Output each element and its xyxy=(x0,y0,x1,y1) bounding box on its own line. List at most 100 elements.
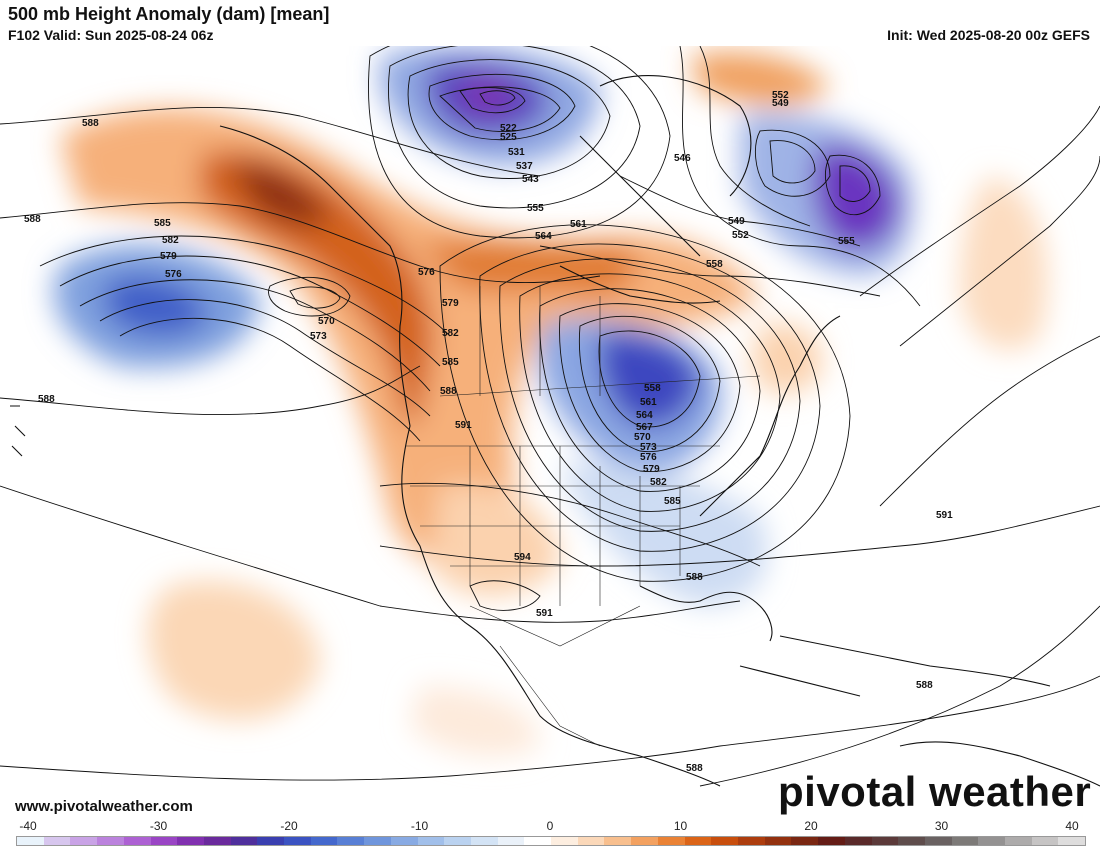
colorbar-swatch xyxy=(497,837,525,845)
colorbar-swatch xyxy=(924,837,952,845)
colorbar-swatch xyxy=(123,837,151,845)
contour-label: 570 xyxy=(318,316,335,327)
colorbar-swatch xyxy=(310,837,338,845)
contour-label: 576 xyxy=(418,267,435,278)
height-contours xyxy=(0,46,1100,787)
colorbar-swatch xyxy=(764,837,792,845)
colorbar-swatch xyxy=(737,837,765,845)
colorbar-swatch xyxy=(257,837,285,845)
colorbar-swatch xyxy=(150,837,178,845)
height-anomaly-map: 588 588 588 585 582 579 576 570 573 576 … xyxy=(0,46,1100,818)
colorbar-swatch xyxy=(818,837,845,845)
contour-label: 561 xyxy=(640,397,657,408)
colorbar-swatch xyxy=(604,837,632,845)
colorbar-swatch xyxy=(577,837,605,845)
colorbar-tick-label: 20 xyxy=(804,819,818,833)
colorbar-swatch xyxy=(17,837,44,845)
contour-label: 579 xyxy=(643,464,660,475)
coastlines xyxy=(10,75,1100,787)
contour-label: 558 xyxy=(706,259,723,270)
colorbar-swatch xyxy=(898,837,925,845)
colorbar-swatch xyxy=(177,837,204,845)
contour-label: 573 xyxy=(310,331,327,342)
colorbar-swatch xyxy=(444,837,471,845)
contour-label: 564 xyxy=(535,231,552,242)
colorbar-tick-label: 40 xyxy=(1065,819,1079,833)
colorbar-tick-label: -10 xyxy=(410,819,429,833)
colorbar-tick-label: 10 xyxy=(673,819,688,833)
colorbar-tick-label: 30 xyxy=(934,819,949,833)
colorbar-swatch xyxy=(390,837,418,845)
contour-label: 585 xyxy=(442,357,459,368)
contour-label-layer: 588 588 588 585 582 579 576 570 573 576 … xyxy=(24,90,953,774)
colorbar-tick-label: -20 xyxy=(280,819,298,833)
contour-label: 585 xyxy=(154,218,171,229)
contour-label: 555 xyxy=(838,236,855,247)
contour-label: 522 xyxy=(500,123,517,134)
contour-label: 555 xyxy=(527,203,544,214)
contour-label: 579 xyxy=(442,298,459,309)
contour-label: 582 xyxy=(442,328,459,339)
contour-label: 531 xyxy=(508,147,525,158)
contour-label: 588 xyxy=(38,394,55,405)
contour-label: 582 xyxy=(162,235,179,246)
colorbar-tick-label: -30 xyxy=(149,819,168,833)
anomaly-shading xyxy=(53,46,1048,757)
colorbar-swatch xyxy=(551,837,578,845)
colorbar-tick-label: -40 xyxy=(19,819,37,833)
colorbar-swatch xyxy=(524,837,552,845)
colorbar-swatch xyxy=(417,837,445,845)
colorbar-swatch xyxy=(70,837,98,845)
contour-label: 561 xyxy=(570,219,587,230)
colorbar: -40 -30 -20 -10 0 10 20 30 40 xyxy=(0,818,1100,850)
colorbar-swatch xyxy=(284,837,311,845)
colorbar-swatch xyxy=(657,837,685,845)
colorbar-swatch xyxy=(337,837,365,845)
contour-label: 552 xyxy=(732,230,749,241)
contour-label: 588 xyxy=(686,572,703,583)
colorbar-swatch xyxy=(1058,837,1086,845)
map-header: 500 mb Height Anomaly (dam) [mean] F102 … xyxy=(0,0,1100,46)
contour-label: 549 xyxy=(728,216,745,227)
colorbar-swatch xyxy=(1031,837,1059,845)
colorbar-swatch xyxy=(978,837,1006,845)
contour-label: 591 xyxy=(936,510,953,521)
contour-label: 588 xyxy=(686,763,703,774)
contour-label: 567 xyxy=(636,422,653,433)
contour-label: 579 xyxy=(160,251,177,262)
contour-label: 537 xyxy=(516,161,533,172)
colorbar-swatch xyxy=(43,837,71,845)
contour-label: 546 xyxy=(674,153,691,164)
colorbar-swatch xyxy=(364,837,391,845)
colorbar-swatch xyxy=(711,837,738,845)
contour-label: 576 xyxy=(165,269,182,280)
contour-label: 588 xyxy=(82,118,99,129)
colorbar-tick-label: 0 xyxy=(546,819,554,833)
contour-label: 564 xyxy=(636,410,653,421)
colorbar-swatch xyxy=(951,837,979,845)
colorbar-swatch xyxy=(97,837,124,845)
brand-logo: pivotal weather xyxy=(778,768,1092,815)
colorbar-swatch xyxy=(230,837,258,845)
contour-label: 588 xyxy=(916,680,933,691)
colorbar-swatch xyxy=(844,837,872,845)
valid-time: F102 Valid: Sun 2025-08-24 06z xyxy=(8,27,214,43)
contour-label: 591 xyxy=(455,420,472,431)
map-title: 500 mb Height Anomaly (dam) [mean] xyxy=(8,4,330,24)
colorbar-swatch xyxy=(203,837,231,845)
colorbar-swatch xyxy=(684,837,712,845)
contour-label: 585 xyxy=(664,496,681,507)
colorbar-strip xyxy=(16,836,1086,846)
contour-label: 558 xyxy=(644,383,661,394)
contour-label: 591 xyxy=(536,608,553,619)
website-url: www.pivotalweather.com xyxy=(15,798,193,815)
contour-label: 573 xyxy=(640,442,657,453)
contour-label: 549 xyxy=(772,98,789,109)
contour-label: 588 xyxy=(24,214,41,225)
colorbar-ticks: -40 -30 -20 -10 0 10 20 30 40 xyxy=(0,818,1100,834)
contour-label: 552 xyxy=(772,90,789,101)
colorbar-swatch xyxy=(871,837,899,845)
contour-label: 525 xyxy=(500,132,517,143)
contour-label: 582 xyxy=(650,477,667,488)
colorbar-swatch xyxy=(791,837,819,845)
